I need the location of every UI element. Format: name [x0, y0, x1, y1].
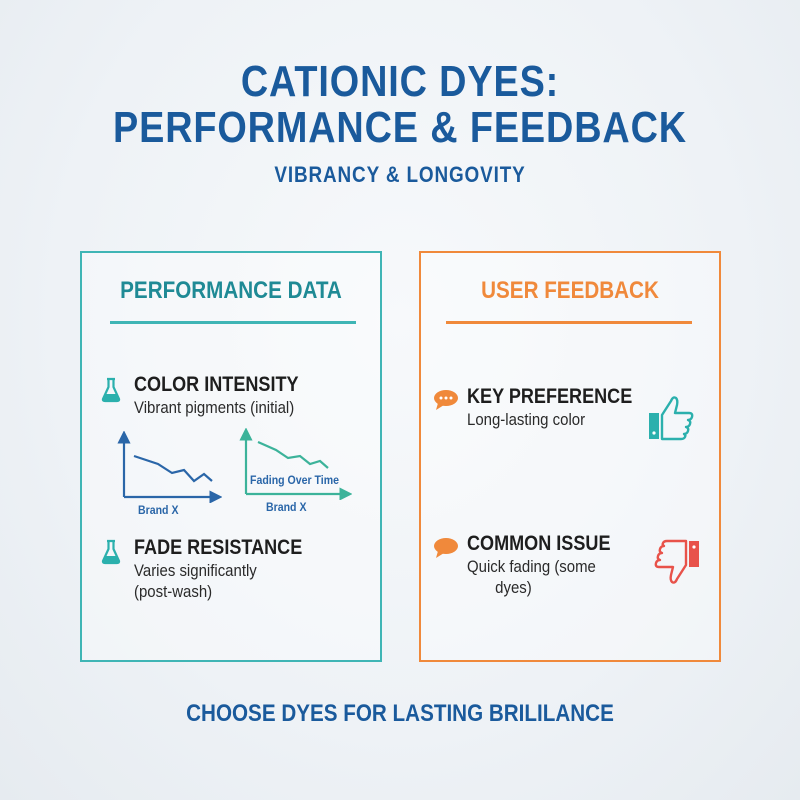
- common-issue-item: COMMON ISSUE Quick fading (some dyes): [467, 532, 634, 598]
- common-issue-description-1: Quick fading (some: [467, 557, 596, 576]
- feedback-divider: [446, 321, 692, 324]
- common-issue-description-2: dyes): [495, 578, 532, 597]
- performance-data-panel: PERFORMANCE DATA COLOR INTENSITY Vibrant…: [80, 251, 382, 662]
- user-feedback-panel: USER FEEDBACK KEY PREFERENCE Long-lastin…: [419, 251, 721, 662]
- thumbs-up-icon: [649, 396, 694, 441]
- key-preference-item: KEY PREFERENCE Long-lasting color: [467, 385, 659, 430]
- fading-over-time-line-chart: [239, 428, 352, 500]
- color-intensity-description: Vibrant pigments (initial): [134, 398, 295, 417]
- fade-resistance-description-2: (post-wash): [134, 582, 213, 601]
- common-issue-heading: COMMON ISSUE: [467, 532, 611, 555]
- brand-x-line-chart: [117, 431, 222, 503]
- key-preference-description: Long-lasting color: [467, 410, 586, 429]
- color-intensity-heading: COLOR INTENSITY: [134, 373, 299, 396]
- page-subtitle: VIBRANCY & LONGOVITY: [274, 162, 526, 187]
- page-title-line-2: PERFORMANCE & FEEDBACK: [113, 103, 687, 152]
- chart-2-caption: Fading Over Time: [250, 473, 340, 487]
- fade-resistance-description-1: Varies significantly: [134, 561, 257, 580]
- feedback-panel-title: USER FEEDBACK: [481, 277, 659, 304]
- performance-panel-title: PERFORMANCE DATA: [120, 277, 342, 304]
- speech-bubble-icon: [434, 390, 458, 410]
- flask-icon: [101, 377, 121, 403]
- color-intensity-item: COLOR INTENSITY Vibrant pigments (initia…: [134, 373, 325, 418]
- chart-2-xlabel: Brand X: [266, 500, 307, 514]
- key-preference-heading: KEY PREFERENCE: [467, 385, 633, 408]
- flask-icon: [101, 539, 121, 565]
- fade-resistance-item: FADE RESISTANCE Varies significantly (po…: [134, 536, 330, 602]
- thumbs-down-icon: [654, 539, 699, 584]
- fade-resistance-heading: FADE RESISTANCE: [134, 536, 303, 559]
- chart-1-xlabel: Brand X: [138, 503, 179, 517]
- performance-divider: [110, 321, 356, 324]
- footer-tagline: CHOOSE DYES FOR LASTING BRILILANCE: [186, 700, 614, 727]
- page-title-line-1: CATIONIC DYES:: [240, 57, 560, 106]
- speech-bubble-icon: [434, 538, 458, 558]
